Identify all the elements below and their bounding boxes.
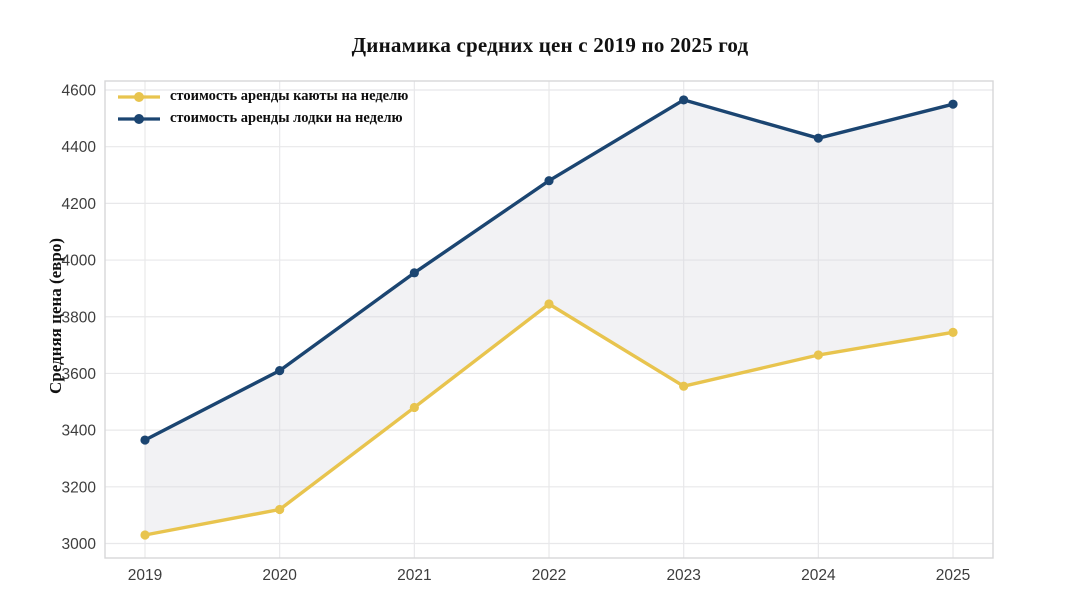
plot-border	[104, 80, 994, 559]
y-tick-label: 3800	[62, 309, 97, 326]
legend-item-boat: стоимость аренды лодки на неделю	[116, 109, 408, 128]
y-tick-label: 3400	[62, 423, 97, 440]
data-point-boat-2021	[409, 268, 419, 278]
series-band-fill	[145, 99, 954, 535]
legend-label-boat: стоимость аренды лодки на неделю	[170, 110, 403, 126]
y-tick-label: 3600	[62, 366, 97, 383]
data-point-cabin-2024	[813, 350, 823, 360]
x-tick-label: 2022	[532, 567, 566, 584]
data-point-cabin-2021	[409, 402, 419, 413]
data-point-cabin-2020	[275, 504, 285, 515]
chart-title: Динамика средних цен с 2019 по 2025 год	[351, 33, 749, 57]
x-tick-label: 2020	[262, 567, 297, 584]
x-tick-label: 2024	[801, 567, 836, 584]
legend-line-cabin-icon	[118, 91, 160, 102]
data-point-boat-2023	[679, 95, 689, 105]
data-point-boat-2022	[544, 176, 554, 186]
data-point-boat-2025	[948, 99, 958, 109]
x-tick-label: 2021	[397, 567, 431, 584]
data-point-cabin-2019	[140, 530, 150, 540]
legend-label-cabin: стоимость аренды каюты на неделю	[170, 88, 409, 104]
y-tick-label: 4000	[62, 253, 97, 270]
x-tick-label: 2019	[128, 567, 162, 584]
legend: стоимость аренды каюты на неделю стоимос…	[116, 87, 408, 128]
y-tick-label: 3000	[62, 536, 97, 553]
data-point-cabin-2023	[679, 381, 689, 391]
x-tick-label: 2025	[936, 567, 970, 584]
y-tick-label: 3200	[62, 479, 97, 496]
legend-item-cabin: стоимость аренды каюты на неделю	[116, 87, 408, 106]
y-tick-label: 4400	[62, 139, 97, 156]
legend-line-boat-icon	[118, 113, 160, 124]
data-point-boat-2020	[275, 366, 285, 376]
x-tick-label: 2023	[666, 567, 700, 584]
y-tick-label: 4600	[62, 83, 97, 100]
data-point-boat-2019	[140, 435, 150, 445]
data-point-cabin-2022	[544, 299, 554, 309]
data-point-cabin-2025	[948, 327, 958, 337]
data-point-boat-2024	[813, 133, 823, 143]
y-tick-label: 4200	[62, 196, 97, 213]
